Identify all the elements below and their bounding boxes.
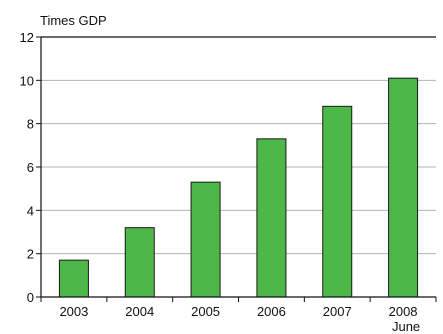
x-tick-label-2004: 2004 bbox=[125, 304, 154, 319]
x-tick-label-2005: 2005 bbox=[191, 304, 220, 319]
bars bbox=[58, 77, 419, 298]
bar-2003 bbox=[58, 259, 89, 298]
y-tick-label: 8 bbox=[27, 117, 34, 132]
y-tick-label: 12 bbox=[20, 30, 34, 45]
x-tick-label-2006: 2006 bbox=[257, 304, 286, 319]
bar-2004 bbox=[124, 227, 155, 298]
bar-2007 bbox=[322, 105, 353, 298]
y-tick-label: 2 bbox=[27, 247, 34, 262]
y-tick-label: 6 bbox=[27, 160, 34, 175]
y-unit-label: Times GDP bbox=[40, 13, 107, 28]
x-tick-label-2003: 2003 bbox=[59, 304, 88, 319]
y-tick-label: 0 bbox=[27, 290, 34, 305]
bar-2008 bbox=[388, 77, 419, 298]
x-tick-label-2007: 2007 bbox=[323, 304, 352, 319]
y-tick-label: 4 bbox=[27, 203, 34, 218]
bar-2005 bbox=[190, 181, 221, 298]
gridlines bbox=[41, 79, 436, 255]
y-tick-labels: 0 2 4 6 8 10 12 bbox=[20, 30, 34, 305]
bar-2006 bbox=[256, 138, 287, 298]
y-tick-label: 10 bbox=[20, 73, 34, 88]
x-tick-sublabel-2008: June bbox=[392, 319, 420, 334]
axes bbox=[36, 36, 437, 302]
x-tick-label-2008: 2008 bbox=[389, 304, 418, 319]
